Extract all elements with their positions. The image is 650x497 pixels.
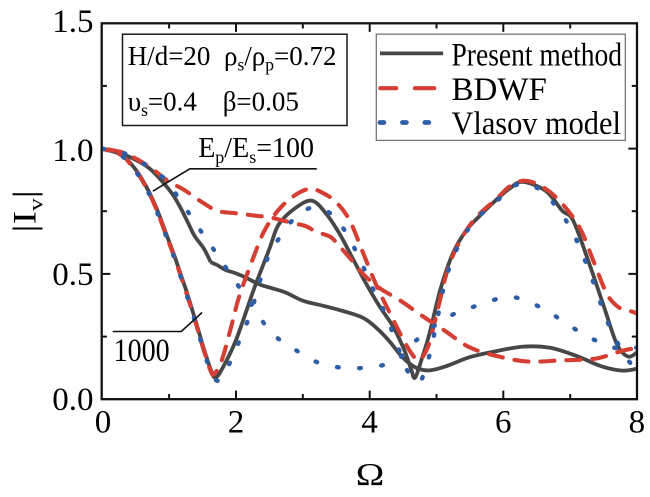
svg-text:ρs/ρp=0.72: ρs/ρp=0.72 <box>224 41 337 75</box>
svg-text:H/d=20: H/d=20 <box>128 41 211 71</box>
svg-text:1.0: 1.0 <box>52 133 93 169</box>
svg-text:8: 8 <box>629 405 646 441</box>
svg-text:Vlasov model: Vlasov model <box>452 105 622 141</box>
svg-text:Ω: Ω <box>356 457 385 492</box>
svg-text:|Iv|: |Iv| <box>6 190 48 232</box>
svg-text:β=0.05: β=0.05 <box>223 86 299 116</box>
svg-text:6: 6 <box>495 405 512 441</box>
svg-text:1.5: 1.5 <box>52 4 93 40</box>
svg-text:4: 4 <box>361 405 378 441</box>
svg-text:υs=0.4: υs=0.4 <box>128 86 198 120</box>
svg-text:0.5: 0.5 <box>52 257 93 293</box>
svg-text:0.0: 0.0 <box>52 382 93 418</box>
svg-text:1000: 1000 <box>114 332 170 369</box>
svg-text:Ep/Es=100: Ep/Es=100 <box>198 133 314 167</box>
svg-text:Present method: Present method <box>452 36 623 73</box>
svg-text:2: 2 <box>228 405 245 441</box>
svg-text:0: 0 <box>95 405 112 441</box>
svg-text:BDWF: BDWF <box>452 72 547 108</box>
